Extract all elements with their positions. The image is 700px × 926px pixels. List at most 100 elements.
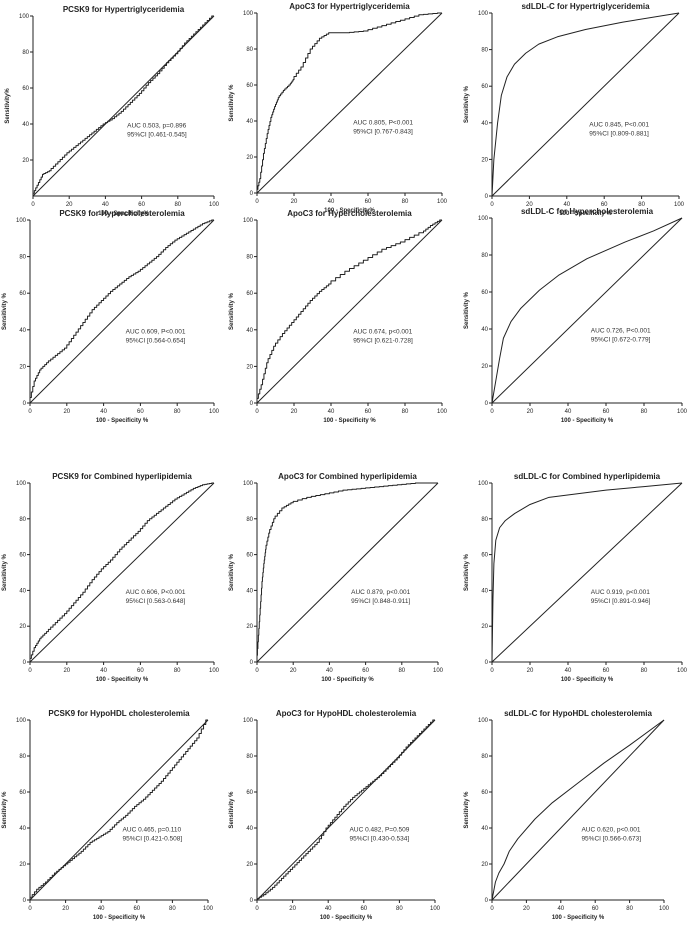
x-tick-label: 40 — [328, 199, 335, 205]
y-tick-label: 100 — [243, 11, 254, 17]
roc-curve — [256, 12, 442, 193]
x-tick-label: 0 — [490, 906, 494, 912]
x-tick-label: 20 — [63, 668, 70, 674]
y-axis-label: Sensitivity % — [2, 292, 8, 330]
x-axis-label: 100 - Specificity % — [561, 677, 614, 683]
reference-diagonal — [491, 482, 683, 663]
panel-title: PCSK9 for Hypertriglyceridemia — [63, 5, 185, 14]
x-tick-label: 100 — [674, 202, 685, 208]
x-axis-label: 100 - Specificity% — [324, 208, 375, 214]
ci-annotation: 95%CI [0.430-0.534] — [350, 836, 410, 843]
x-tick-label: 60 — [365, 409, 372, 415]
x-tick-label: 0 — [28, 906, 32, 912]
auc-annotation: AUC 0.503, p=0.896 — [127, 123, 186, 130]
x-tick-label: 80 — [402, 199, 409, 205]
panel-title: ApoC3 for Combined hyperlipidemia — [278, 472, 417, 481]
x-axis-label: 100 - Specificity % — [96, 418, 149, 424]
auc-annotation: AUC 0.726, P<0.001 — [591, 328, 651, 335]
ci-annotation: 95%CI [0.563-0.648] — [126, 598, 186, 605]
y-tick-label: 60 — [481, 84, 488, 90]
x-axis-label: 100 - Specificity % — [93, 915, 146, 921]
y-axis-label: Sensitivity% — [5, 88, 11, 124]
roc-curve — [256, 719, 435, 900]
y-tick-label: 60 — [481, 290, 488, 296]
x-tick-label: 80 — [169, 906, 176, 912]
x-axis-label: 100 - Specificity% — [98, 211, 149, 217]
x-tick-label: 0 — [255, 668, 259, 674]
ci-annotation: 95%CI [0.621-0.728] — [353, 337, 413, 344]
y-tick-label: 40 — [481, 826, 488, 832]
roc-curve — [256, 219, 442, 403]
y-axis-label: Sensitivity % — [2, 791, 8, 829]
reference-diagonal — [491, 12, 680, 197]
x-axis-label: 100 - Specificity % — [320, 915, 373, 921]
reference-diagonal — [491, 719, 665, 901]
y-tick-label: 80 — [481, 517, 488, 523]
y-tick-label: 60 — [481, 553, 488, 559]
y-tick-label: 20 — [19, 862, 26, 868]
y-tick-label: 0 — [250, 898, 254, 904]
y-tick-label: 20 — [246, 624, 253, 630]
y-tick-label: 40 — [481, 327, 488, 333]
y-tick-label: 100 — [243, 481, 254, 487]
roc-curve — [29, 219, 214, 403]
x-tick-label: 40 — [557, 906, 564, 912]
roc-panel-2: ApoC3 for Hypertriglyceridemia 0 20 40 60 80 1… — [229, 2, 448, 214]
auc-annotation: AUC 0.845, P<0.001 — [589, 121, 649, 128]
roc-panel-3: sdLDL-C for Hypertriglyceridemia 0 20 40 60 8… — [464, 2, 685, 217]
auc-annotation: AUC 0.620, p<0.001 — [581, 827, 640, 834]
y-tick-label: 80 — [246, 517, 253, 523]
x-axis-label: 100 - Specificity % — [559, 211, 612, 217]
x-tick-label: 80 — [174, 409, 181, 415]
y-tick-label: 60 — [19, 291, 26, 297]
x-tick-label: 100 — [677, 668, 688, 674]
auc-annotation: AUC 0.609, P<0.001 — [126, 328, 186, 335]
y-tick-label: 60 — [19, 790, 26, 796]
x-tick-label: 80 — [174, 668, 181, 674]
roc-panel-5: ApoC3 for Hypercholesterolemia 0 20 40 60 80 1… — [229, 209, 448, 424]
x-tick-label: 40 — [100, 409, 107, 415]
x-tick-label: 20 — [291, 199, 298, 205]
y-tick-label: 60 — [246, 291, 253, 297]
roc-curve — [491, 482, 683, 663]
panel-title: sdLDL-C for Hypertriglyceridemia — [521, 2, 650, 11]
ci-annotation: 95%CI [0.891-0.946] — [591, 598, 651, 605]
panel-title: ApoC3 for Hypercholesterolemia — [287, 209, 412, 218]
reference-diagonal — [256, 482, 439, 663]
x-tick-label: 0 — [31, 202, 35, 208]
y-tick-label: 20 — [246, 155, 253, 161]
x-tick-label: 40 — [98, 906, 105, 912]
reference-diagonal — [29, 482, 215, 663]
x-tick-label: 60 — [365, 199, 372, 205]
y-tick-label: 80 — [19, 255, 26, 261]
y-tick-label: 100 — [16, 481, 27, 487]
roc-curve — [491, 719, 665, 901]
y-tick-label: 60 — [19, 553, 26, 559]
x-tick-label: 60 — [137, 409, 144, 415]
x-tick-label: 0 — [490, 409, 494, 415]
x-tick-label: 0 — [255, 906, 259, 912]
y-tick-label: 60 — [246, 553, 253, 559]
y-tick-label: 40 — [246, 328, 253, 334]
roc-curve — [29, 482, 214, 662]
y-tick-label: 100 — [478, 11, 489, 17]
panel-title: ApoC3 for HypoHDL cholesterolemia — [276, 709, 417, 718]
roc-panel-11: ApoC3 for HypoHDL cholesterolemia 0 20 40 60… — [229, 709, 441, 921]
panel-title: PCSK9 for Combined hyperlipidemia — [52, 472, 192, 481]
roc-curve — [256, 482, 438, 662]
x-tick-label: 0 — [490, 202, 494, 208]
reference-diagonal — [491, 217, 683, 404]
x-tick-label: 20 — [290, 668, 297, 674]
auc-annotation: AUC 0.805, P<0.001 — [353, 120, 413, 127]
x-tick-label: 80 — [641, 409, 648, 415]
x-tick-label: 60 — [137, 668, 144, 674]
y-tick-label: 100 — [16, 718, 27, 724]
x-tick-label: 60 — [592, 906, 599, 912]
y-tick-label: 0 — [23, 401, 27, 407]
roc-panel-1: PCSK9 for Hypertriglyceridemia 0 20 40 60 80 1… — [5, 5, 220, 217]
x-tick-label: 60 — [362, 668, 369, 674]
x-tick-label: 20 — [66, 202, 73, 208]
y-tick-label: 20 — [19, 364, 26, 370]
roc-panel-10: PCSK9 for HypoHDL cholesterolemia 0 20 40 60… — [2, 709, 214, 921]
